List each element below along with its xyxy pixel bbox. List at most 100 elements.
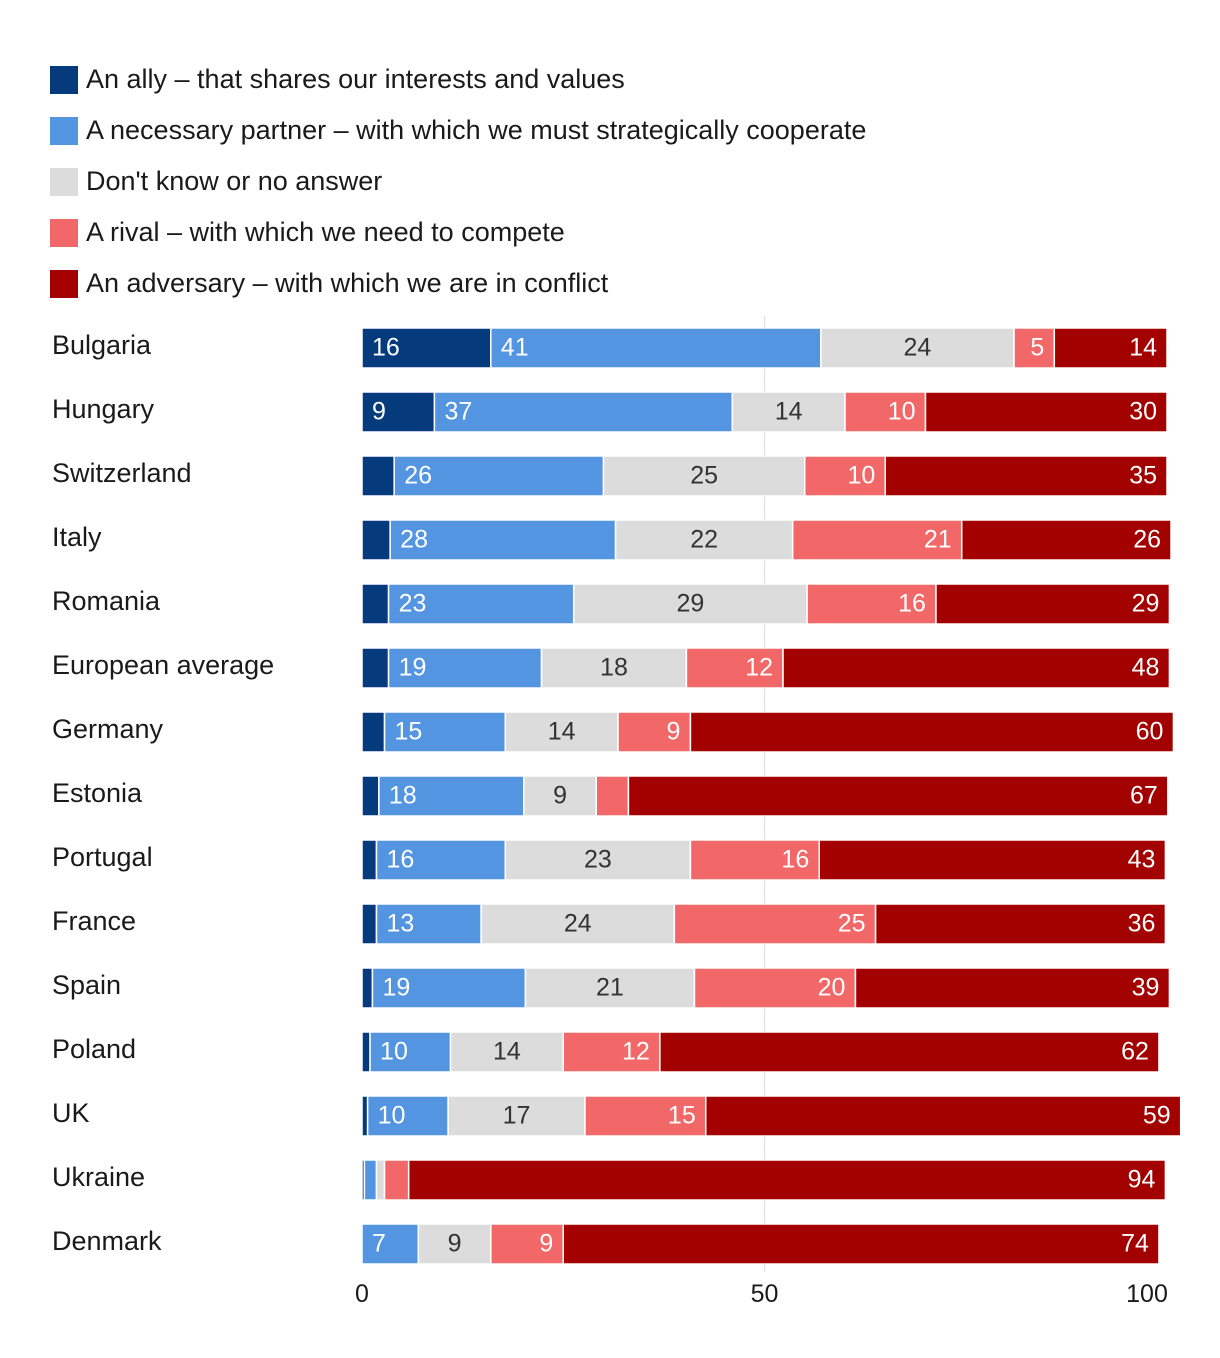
data-label-germany-4: 60 [1136,718,1164,746]
data-label-spain-3: 20 [818,974,846,1002]
data-label-germany-3: 9 [667,718,681,746]
bar-segment-uk-4 [704,1095,1182,1137]
data-label-european-average-3: 12 [745,654,773,682]
bar-segment-romania-3 [806,583,937,625]
data-label-spain-2: 21 [596,974,624,1002]
legend-swatch-adversary [50,269,78,298]
bar-segment-ukraine-4 [407,1159,1167,1201]
bar-segment-estonia-1 [378,775,525,817]
bar-segment-denmark-3 [490,1223,564,1265]
data-label-uk-2: 17 [503,1102,531,1130]
data-label-ukraine-4: 94 [1128,1166,1156,1194]
category-label-portugal: Portugal [52,842,153,872]
data-label-spain-4: 39 [1132,974,1160,1002]
category-label-france: France [52,906,136,936]
category-label-bulgaria: Bulgaria [52,330,152,360]
legend-label-dont-know: Don't know or no answer [86,166,383,196]
bar-segment-hungary-1 [433,391,734,433]
bar-segment-poland-1 [369,1031,452,1073]
legend-swatch-ally [50,65,78,94]
bar-segment-hungary-0 [361,391,436,433]
bar-segment-estonia-0 [361,775,380,817]
bar-segment-estonia-3 [595,775,630,817]
bar-segment-uk-0 [361,1095,369,1137]
data-label-hungary-4: 30 [1129,398,1157,426]
data-label-portugal-1: 16 [386,846,414,874]
data-label-hungary-2: 14 [775,398,803,426]
category-label-switzerland: Switzerland [52,458,192,488]
bar-segment-spain-2 [524,967,696,1009]
bar-segment-poland-2 [449,1031,564,1073]
legend-swatch-dont-know [50,167,78,196]
data-label-hungary-3: 10 [888,398,916,426]
data-label-poland-4: 62 [1121,1038,1149,1066]
data-label-italy-2: 22 [690,526,718,554]
data-label-bulgaria-0: 16 [372,334,400,362]
legend-item-partner: A necessary partner – with which we must… [50,105,866,156]
data-label-portugal-2: 23 [584,846,612,874]
category-label-european-average: European average [52,650,274,680]
bar-segment-ukraine-3 [383,1159,410,1201]
data-label-switzerland-2: 25 [690,462,718,490]
bar-segment-bulgaria-1 [490,327,822,369]
bar-segment-ukraine-2 [375,1159,386,1201]
bar-segment-bulgaria-0 [361,327,492,369]
legend-label-ally: An ally – that shares our interests and … [86,64,625,94]
bar-segment-germany-4 [689,711,1175,753]
data-label-poland-2: 14 [493,1038,521,1066]
x-tick-label-100: 100 [1126,1280,1168,1308]
category-label-italy: Italy [52,522,102,552]
bar-segment-romania-0 [361,583,390,625]
bar-segment-italy-2 [614,519,794,561]
data-label-italy-4: 26 [1133,526,1161,554]
bar-segment-bulgaria-3 [1013,327,1056,369]
category-label-estonia: Estonia [52,778,143,808]
data-label-poland-1: 10 [380,1038,408,1066]
bar-segment-switzerland-0 [361,455,395,497]
bar-segment-european-average-0 [361,647,390,689]
bar-segment-uk-2 [447,1095,586,1137]
data-label-uk-4: 59 [1143,1102,1171,1130]
data-label-italy-1: 28 [400,526,428,554]
data-label-spain-1: 19 [382,974,410,1002]
data-label-uk-3: 15 [668,1102,696,1130]
data-label-hungary-0: 9 [372,398,386,426]
bar-segment-italy-3 [791,519,963,561]
bar-segment-spain-0 [361,967,374,1009]
bar-segment-france-3 [673,903,877,945]
category-label-denmark: Denmark [52,1226,162,1256]
data-label-bulgaria-1: 41 [501,334,529,362]
data-label-france-3: 25 [838,910,866,938]
bar-segment-spain-3 [693,967,857,1009]
data-label-hungary-1: 37 [444,398,472,426]
data-label-germany-2: 14 [548,718,576,746]
bar-segment-romania-1 [387,583,575,625]
x-tick-label-0: 0 [355,1280,369,1308]
data-label-european-average-4: 48 [1132,654,1160,682]
bar-segment-romania-2 [572,583,808,625]
data-label-france-4: 36 [1128,910,1156,938]
bar-segment-france-2 [480,903,676,945]
legend-swatch-partner [50,116,78,145]
data-label-switzerland-4: 35 [1129,462,1157,490]
data-label-portugal-3: 16 [781,846,809,874]
legend-item-ally: An ally – that shares our interests and … [50,54,866,105]
data-label-switzerland-1: 26 [404,462,432,490]
bar-segment-poland-3 [562,1031,661,1073]
bar-segment-switzerland-1 [393,455,605,497]
data-label-romania-3: 16 [898,590,926,618]
legend-item-dont-know: Don't know or no answer [50,156,866,207]
bar-segment-italy-4 [960,519,1172,561]
data-label-estonia-4: 67 [1130,782,1158,810]
bar-segment-portugal-3 [689,839,820,881]
legend-item-rival: A rival – with which we need to compete [50,207,866,258]
data-label-bulgaria-4: 14 [1129,334,1157,362]
legend-label-adversary: An adversary – with which we are in conf… [86,268,609,298]
data-label-denmark-4: 74 [1121,1230,1149,1258]
data-label-european-average-1: 19 [399,654,427,682]
category-label-romania: Romania [52,586,161,616]
bar-segment-estonia-4 [627,775,1169,817]
bar-segment-spain-4 [854,967,1171,1009]
bar-segment-ukraine-1 [363,1159,378,1201]
